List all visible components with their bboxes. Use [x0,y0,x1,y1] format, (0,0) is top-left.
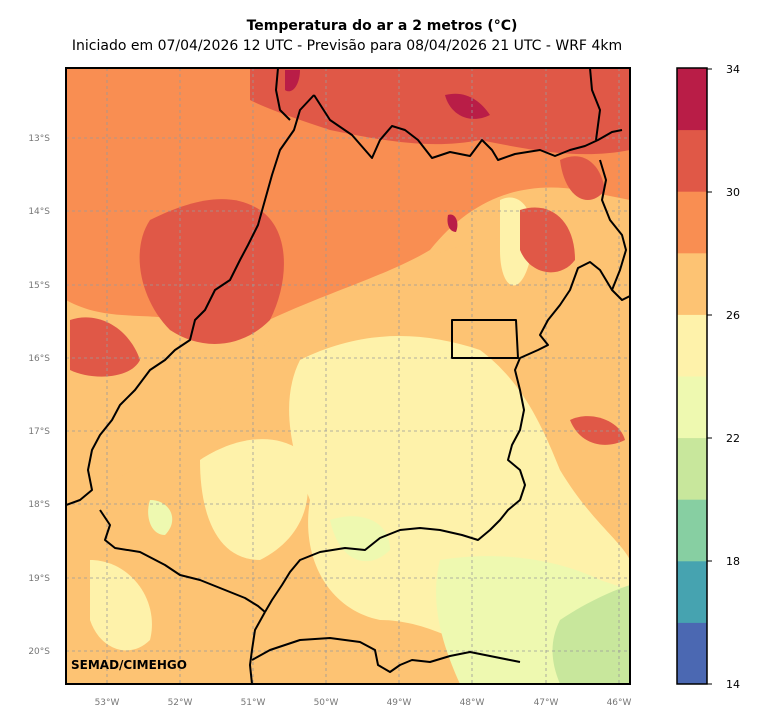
lat-tick-label: 17°S [28,427,50,437]
colorbar-segment [677,314,707,377]
lon-tick-label: 53°W [95,698,120,708]
map-subtitle: Iniciado em 07/04/2026 12 UTC - Previsão… [71,38,623,54]
colorbar-segment [677,437,707,500]
colorbar-tick-label: 34 [726,63,740,76]
lat-tick-label: 15°S [28,281,50,291]
lon-tick-label: 47°W [534,698,559,708]
colorbar-tick-label: 22 [726,432,740,445]
map-frame [65,67,631,685]
state-borders [66,68,630,684]
lon-tick-label: 52°W [168,698,193,708]
colorbar-segment [677,376,707,439]
lat-tick-label: 18°S [28,500,50,510]
colorbar-tick-label: 26 [726,309,740,322]
lat-tick-label: 19°S [28,574,50,584]
temperature-field [66,68,630,684]
lon-tick-label: 46°W [607,698,632,708]
lat-tick-label: 13°S [28,134,50,144]
lat-tick-label: 16°S [28,354,50,364]
colorbar-tick-label: 30 [726,186,740,199]
colorbar-segment [677,252,707,315]
lat-tick-label: 14°S [28,207,50,217]
longitude-ticks: 53°W 52°W 51°W 50°W 49°W 48°W 47°W 46°W [95,698,632,708]
colorbar-segment [677,499,707,562]
lon-tick-label: 49°W [387,698,412,708]
lon-tick-label: 50°W [314,698,339,708]
lon-tick-label: 51°W [241,698,266,708]
latitude-ticks: 13°S 14°S 15°S 16°S 17°S 18°S 19°S 20°S [28,134,50,657]
map-title: Temperatura do ar a 2 metros (°C) [246,18,518,34]
map-gridlines [66,68,630,684]
colorbar-segment [677,129,707,192]
colorbar-tick-label: 14 [726,678,740,691]
colorbar-segment [677,560,707,623]
colorbar-frame [676,67,708,685]
colorbar-segment [677,191,707,254]
lat-tick-label: 20°S [28,647,50,657]
colorbar-segment [677,68,707,131]
colorbar-ticks: 34 30 26 22 18 14 [707,63,740,691]
lon-tick-label: 48°W [460,698,485,708]
colorbar-segment [677,622,707,685]
colorbar-tick-label: 18 [726,555,740,568]
colorbar [677,68,707,685]
credit-label: SEMAD/CIMEHGO [71,658,187,672]
